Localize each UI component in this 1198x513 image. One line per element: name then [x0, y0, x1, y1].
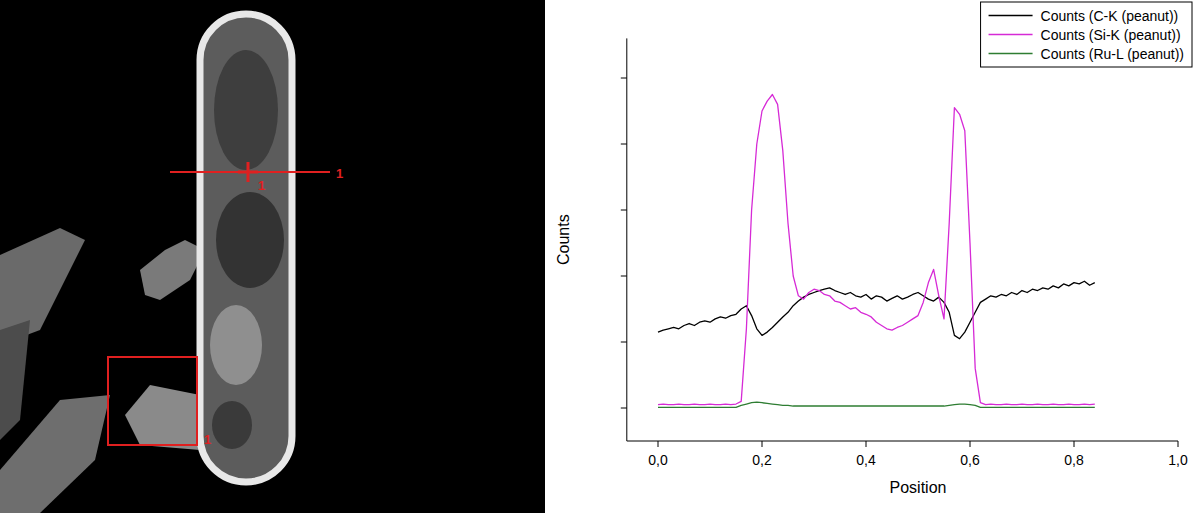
y-tick	[621, 210, 627, 211]
y-tick	[621, 144, 627, 145]
legend-frame	[981, 2, 1192, 67]
series-line	[658, 402, 1095, 407]
annotation-label: 1	[204, 432, 211, 447]
legend-swatch	[989, 34, 1033, 36]
plot-area	[658, 95, 1095, 408]
y-tick	[621, 408, 627, 409]
dark-region	[216, 192, 284, 288]
area-box	[108, 357, 197, 445]
annotation-label: 1	[336, 166, 343, 181]
y-axis	[626, 38, 627, 441]
line-scan	[170, 171, 330, 173]
figure: 1 1 1 0,0 0,2 0,4 0,6 0,8 1,0 Position Counts Count…	[0, 0, 1198, 513]
image-background	[0, 0, 545, 513]
x-tick	[658, 441, 659, 447]
series-line	[658, 95, 1095, 405]
dark-region	[214, 50, 278, 170]
micrograph: 1 1 1	[0, 0, 545, 513]
legend-swatch	[989, 53, 1033, 55]
legend-label: Counts (Si-K (peanut))	[1041, 27, 1181, 43]
series-line	[658, 281, 1095, 338]
x-tick	[762, 441, 763, 447]
x-tick-label: 0,8	[1064, 452, 1084, 468]
peanut-particle	[200, 14, 292, 482]
x-axis-title: Position	[890, 479, 947, 496]
x-tick	[866, 441, 867, 447]
x-tick-label: 0,6	[960, 452, 980, 468]
legend-label: Counts (C-K (peanut))	[1041, 8, 1179, 24]
x-tick-label: 1,0	[1168, 452, 1188, 468]
cursor	[238, 171, 258, 174]
y-tick	[621, 276, 627, 277]
legend-swatch	[989, 15, 1033, 17]
dark-region	[212, 401, 252, 449]
y-tick	[621, 342, 627, 343]
bright-region	[210, 305, 262, 385]
y-axis-title: Counts	[555, 214, 572, 265]
legend: Counts (C-K (peanut)) Counts (Si-K (peanu…	[981, 2, 1192, 67]
legend-label: Counts (Ru-L (peanut))	[1041, 46, 1184, 62]
x-tick	[1074, 441, 1075, 447]
particle	[0, 320, 30, 440]
x-axis	[627, 441, 1178, 442]
x-tick-label: 0,0	[648, 452, 668, 468]
x-tick-label: 0,2	[752, 452, 772, 468]
x-tick	[1178, 441, 1179, 447]
x-tick	[970, 441, 971, 447]
y-tick	[621, 78, 627, 79]
x-tick-label: 0,4	[856, 452, 876, 468]
particle	[140, 240, 205, 300]
particle	[0, 395, 110, 513]
chart: 0,0 0,2 0,4 0,6 0,8 1,0 Position Counts	[555, 38, 1188, 496]
annotation-label: 1	[258, 178, 265, 193]
